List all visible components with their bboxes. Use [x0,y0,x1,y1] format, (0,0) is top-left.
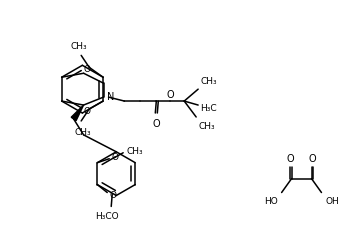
Text: O: O [111,153,118,161]
Text: H₃CO: H₃CO [95,212,119,221]
Text: H₃C: H₃C [200,103,217,112]
Text: O: O [109,190,116,199]
Text: O: O [166,90,174,100]
Text: O: O [84,106,91,115]
Text: CH₃: CH₃ [126,147,143,155]
Polygon shape [71,106,84,121]
Text: O: O [84,65,91,74]
Text: CH₃: CH₃ [198,121,215,130]
Text: HO: HO [264,197,278,206]
Text: CH₃: CH₃ [75,127,91,136]
Text: O: O [153,118,160,128]
Text: OH: OH [325,197,339,206]
Text: O: O [309,153,316,163]
Text: N: N [107,92,114,102]
Text: CH₃: CH₃ [71,42,87,51]
Text: O: O [287,153,294,163]
Text: CH₃: CH₃ [200,77,217,86]
